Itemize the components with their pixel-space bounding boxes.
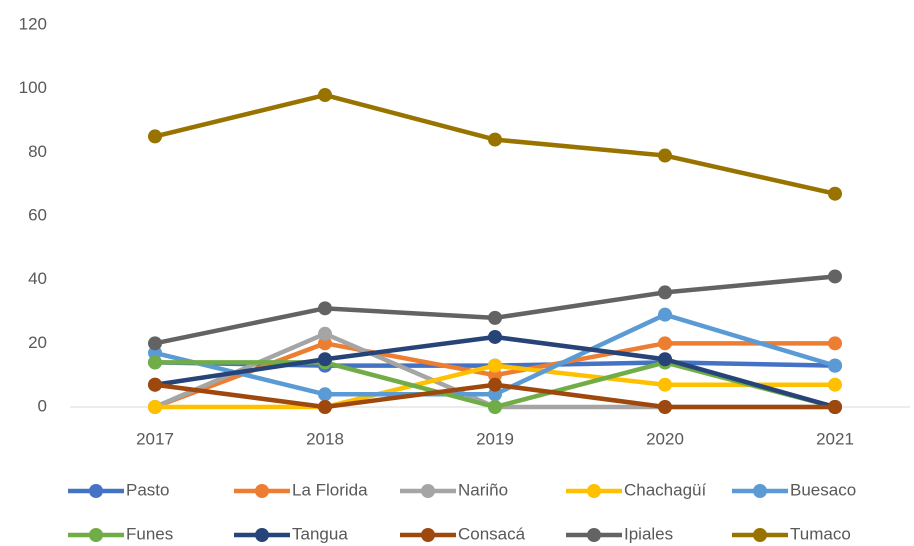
legend-label: Funes [126,524,173,543]
point [318,400,332,414]
point [828,358,842,373]
y-tick-label: 60 [28,205,47,224]
legend-label: Chachagüí [624,480,707,499]
point [658,336,672,351]
point [318,88,332,103]
point [658,377,672,392]
x-tick-label: 2018 [306,429,344,448]
x-tick-label: 2020 [646,429,684,448]
y-tick-label: 20 [28,333,47,352]
point [148,377,162,392]
point [318,387,332,402]
y-tick-label: 120 [19,14,47,33]
point [148,400,162,414]
y-tick-label: 80 [28,142,47,161]
point [488,310,502,325]
point [318,352,332,367]
point [318,301,332,316]
point [828,269,842,284]
point [148,355,162,370]
point [318,326,332,341]
legend-marker [587,484,601,498]
legend-label: Tangua [292,524,348,543]
point [828,377,842,392]
y-tick-label: 100 [19,78,47,97]
x-tick-label: 2021 [816,429,854,448]
point [658,307,672,322]
point [658,285,672,300]
point [148,336,162,351]
point [488,358,502,373]
legend-label: La Florida [292,480,368,499]
point [658,400,672,414]
legend-label: Buesaco [790,480,856,499]
legend-marker [753,484,767,498]
x-tick-label: 2017 [136,429,174,448]
point [488,377,502,392]
point [828,400,842,414]
point [148,129,162,144]
point [488,400,502,414]
point [488,329,502,344]
legend-marker [587,528,601,542]
y-tick-label: 0 [38,396,47,415]
legend-label: Tumaco [790,524,851,543]
legend-marker [421,484,435,498]
point [488,132,502,147]
legend-marker [255,484,269,498]
legend-marker [255,528,269,542]
legend-label: Pasto [126,480,169,499]
x-tick-label: 2019 [476,429,514,448]
point [828,336,842,351]
legend-label: Nariño [458,480,508,499]
y-tick-label: 40 [28,269,47,288]
legend-marker [89,484,103,498]
legend-marker [89,528,103,542]
legend-marker [753,528,767,542]
legend-label: Ipiales [624,524,673,543]
point [828,186,842,201]
legend-marker [421,528,435,542]
legend-label: Consacá [458,524,526,543]
point [658,148,672,163]
point [658,352,672,367]
